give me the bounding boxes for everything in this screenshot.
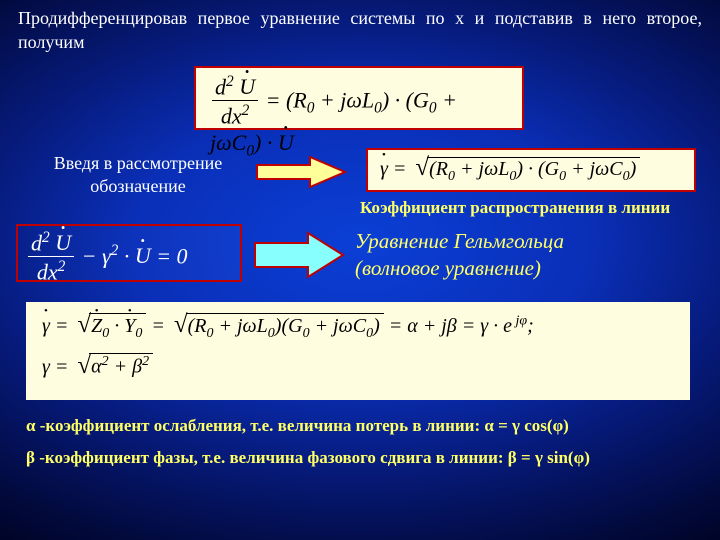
alpha-definition: α -коэффициент ослабления, т.е. величина…: [26, 416, 696, 436]
equation-gamma-expanded: γ = Z0 · Y0 = (R0 + jωL0)(G0 + jωC0) = α…: [26, 302, 690, 400]
equation-1: d2 Udx2 = (R0 + jωL0) · (G0 + jωC0) · U: [194, 66, 524, 130]
intro-text: Продифференцировав первое уравнение сист…: [18, 6, 702, 55]
beta-definition: β -коэффициент фазы, т.е. величина фазов…: [26, 448, 696, 468]
label-notation: Введя в рассмотрение обозначение: [28, 152, 248, 197]
helmholtz-label: Уравнение Гельмгольца(волновое уравнение…: [355, 228, 695, 283]
arrow-1-icon: [255, 155, 347, 189]
equation-gamma: γ = (R0 + jωL0) · (G0 + jωC0): [366, 148, 696, 192]
propagation-coef-label: Коэффициент распространения в линии: [360, 198, 670, 218]
equation-helmholtz: d2 Udx2 − γ2 · U = 0: [16, 224, 242, 282]
arrow-2-icon: [253, 231, 345, 279]
